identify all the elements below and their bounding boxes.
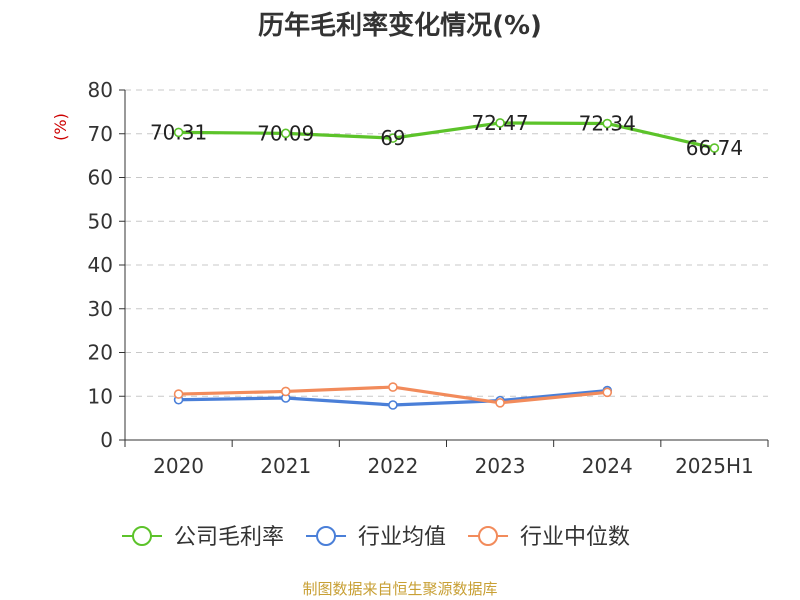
data-point	[388, 400, 398, 410]
y-tick-label: 30	[88, 297, 113, 321]
data-label: 72.47	[471, 111, 528, 135]
x-tick-label: 2022	[367, 454, 418, 478]
axes: 0 10 20 30 40 50 60 70 80 2020 2021 2022 2023 2024 202…	[88, 78, 769, 478]
data-labels: 70.31 70.09 69 72.47 72.34 66.74	[150, 111, 743, 160]
legend-item[interactable]: 公司毛利率	[122, 525, 284, 550]
legend-item[interactable]: 行业均值	[306, 525, 446, 550]
legend-item[interactable]: 行业中位数	[468, 525, 630, 550]
data-point	[495, 118, 505, 128]
data-point	[709, 143, 720, 153]
y-tick-label: 0	[100, 428, 113, 452]
legend-label: 行业中位数	[520, 525, 630, 550]
data-point	[388, 382, 398, 392]
series-lines	[173, 118, 720, 410]
grid-lines	[125, 89, 768, 397]
legend-label: 行业均值	[358, 525, 446, 550]
data-label: 72.34	[579, 112, 636, 136]
legend[interactable]: 公司毛利率 行业均值 行业中位数	[122, 525, 630, 550]
data-point	[602, 118, 613, 129]
series-line	[178, 121, 715, 150]
data-label: 70.09	[257, 121, 314, 145]
x-tick-label: 2025H1	[675, 454, 754, 478]
data-point	[495, 398, 505, 408]
y-tick-label: 70	[88, 122, 113, 146]
data-point	[388, 133, 398, 143]
legend-swatch-marker	[316, 526, 337, 546]
data-point	[280, 386, 291, 397]
data-point	[602, 387, 613, 398]
x-tick-label: 2020	[153, 454, 204, 478]
x-tick-label: 2024	[582, 454, 633, 478]
data-point	[280, 128, 291, 139]
y-tick-label: 20	[88, 341, 113, 365]
legend-swatch-marker	[132, 526, 152, 546]
y-tick-label: 80	[88, 78, 113, 102]
data-point	[173, 389, 184, 399]
y-tick-label: 50	[88, 209, 113, 233]
y-axis-unit: (%)	[51, 113, 70, 141]
y-tick-label: 40	[88, 253, 113, 277]
data-label: 70.31	[150, 120, 207, 144]
source-note: 制图数据来自恒生聚源数据库	[302, 580, 497, 598]
chart-title: 历年毛利率变化情况(%)	[258, 10, 542, 41]
y-tick-label: 10	[88, 384, 113, 408]
legend-swatch-marker	[478, 526, 499, 546]
y-tick-label: 60	[88, 166, 113, 190]
x-tick-label: 2021	[260, 454, 311, 478]
legend-label: 公司毛利率	[174, 525, 284, 550]
data-point	[173, 127, 184, 138]
x-tick-label: 2023	[475, 454, 526, 478]
data-label: 66.74	[686, 136, 743, 160]
data-label: 69	[380, 126, 405, 150]
